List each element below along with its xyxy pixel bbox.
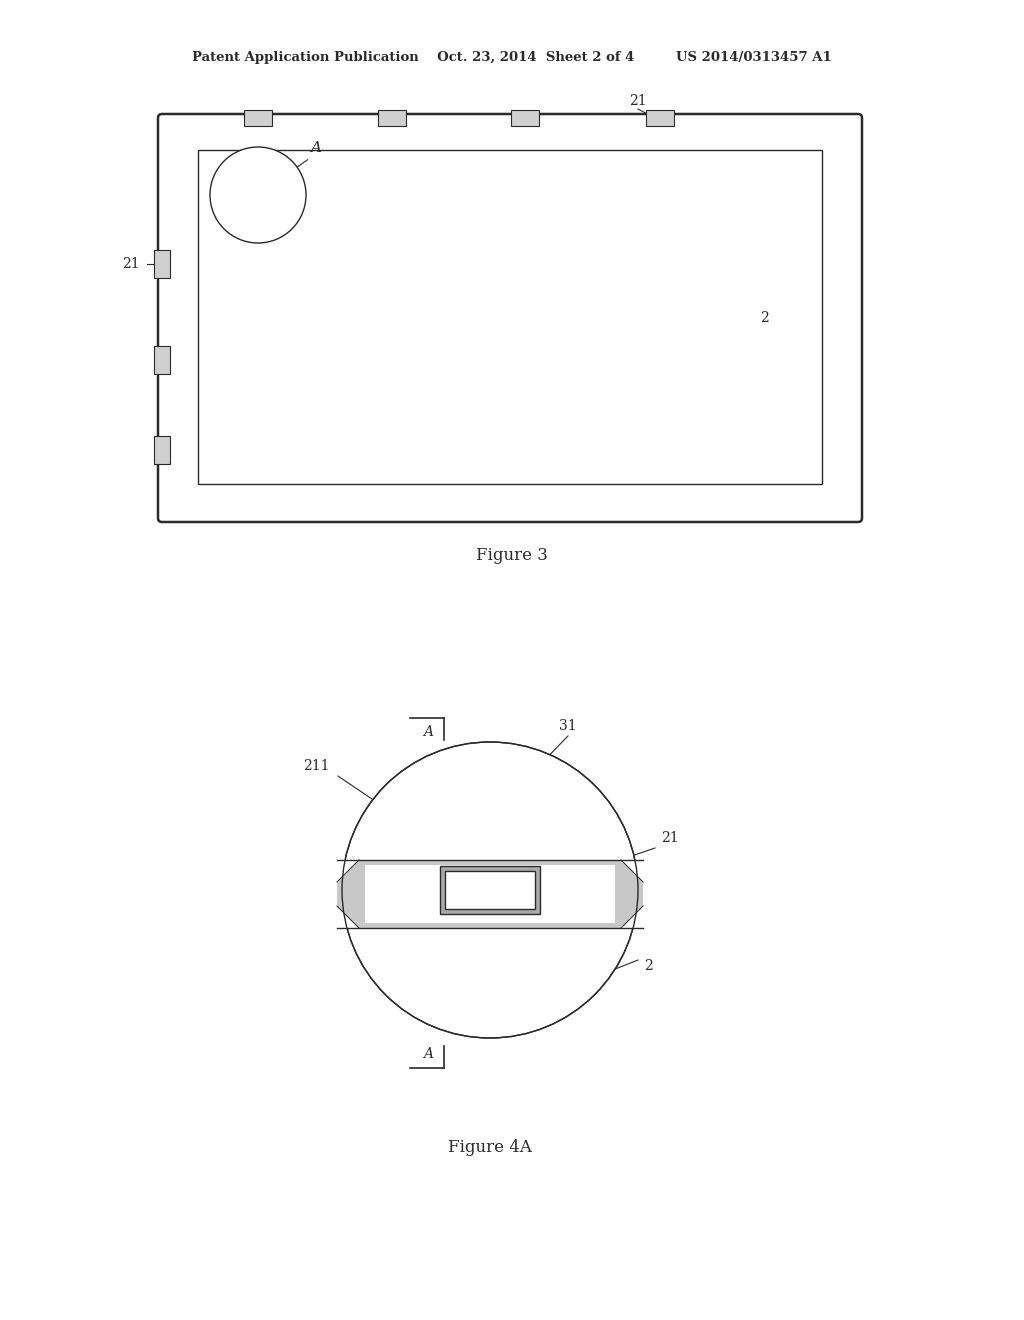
Text: 211: 211 bbox=[303, 759, 330, 774]
Text: Figure 4A: Figure 4A bbox=[449, 1139, 531, 1156]
Text: 21: 21 bbox=[629, 94, 647, 108]
Circle shape bbox=[342, 742, 638, 1038]
Text: 2: 2 bbox=[644, 960, 652, 973]
Text: 21: 21 bbox=[123, 257, 140, 271]
Polygon shape bbox=[337, 861, 359, 882]
FancyBboxPatch shape bbox=[158, 114, 862, 521]
Bar bbox=[337, 861, 643, 928]
Bar bbox=[154, 249, 170, 279]
Bar bbox=[440, 866, 540, 913]
Bar bbox=[244, 110, 272, 125]
Text: A: A bbox=[310, 141, 322, 154]
Bar bbox=[154, 436, 170, 465]
Text: 21: 21 bbox=[662, 832, 679, 845]
Text: 31: 31 bbox=[559, 719, 577, 733]
Bar bbox=[365, 865, 615, 923]
Polygon shape bbox=[337, 906, 359, 928]
Bar bbox=[378, 110, 406, 125]
Bar bbox=[646, 110, 674, 125]
Bar bbox=[198, 150, 822, 484]
Circle shape bbox=[210, 147, 306, 243]
Bar bbox=[154, 346, 170, 374]
Text: 2: 2 bbox=[760, 312, 769, 325]
Polygon shape bbox=[621, 906, 643, 928]
Bar bbox=[511, 110, 539, 125]
Text: A: A bbox=[423, 725, 433, 739]
Polygon shape bbox=[621, 861, 643, 882]
Text: Patent Application Publication    Oct. 23, 2014  Sheet 2 of 4         US 2014/03: Patent Application Publication Oct. 23, … bbox=[193, 51, 831, 65]
Text: A: A bbox=[423, 1047, 433, 1061]
Bar bbox=[445, 871, 535, 909]
Text: Figure 3: Figure 3 bbox=[476, 548, 548, 565]
